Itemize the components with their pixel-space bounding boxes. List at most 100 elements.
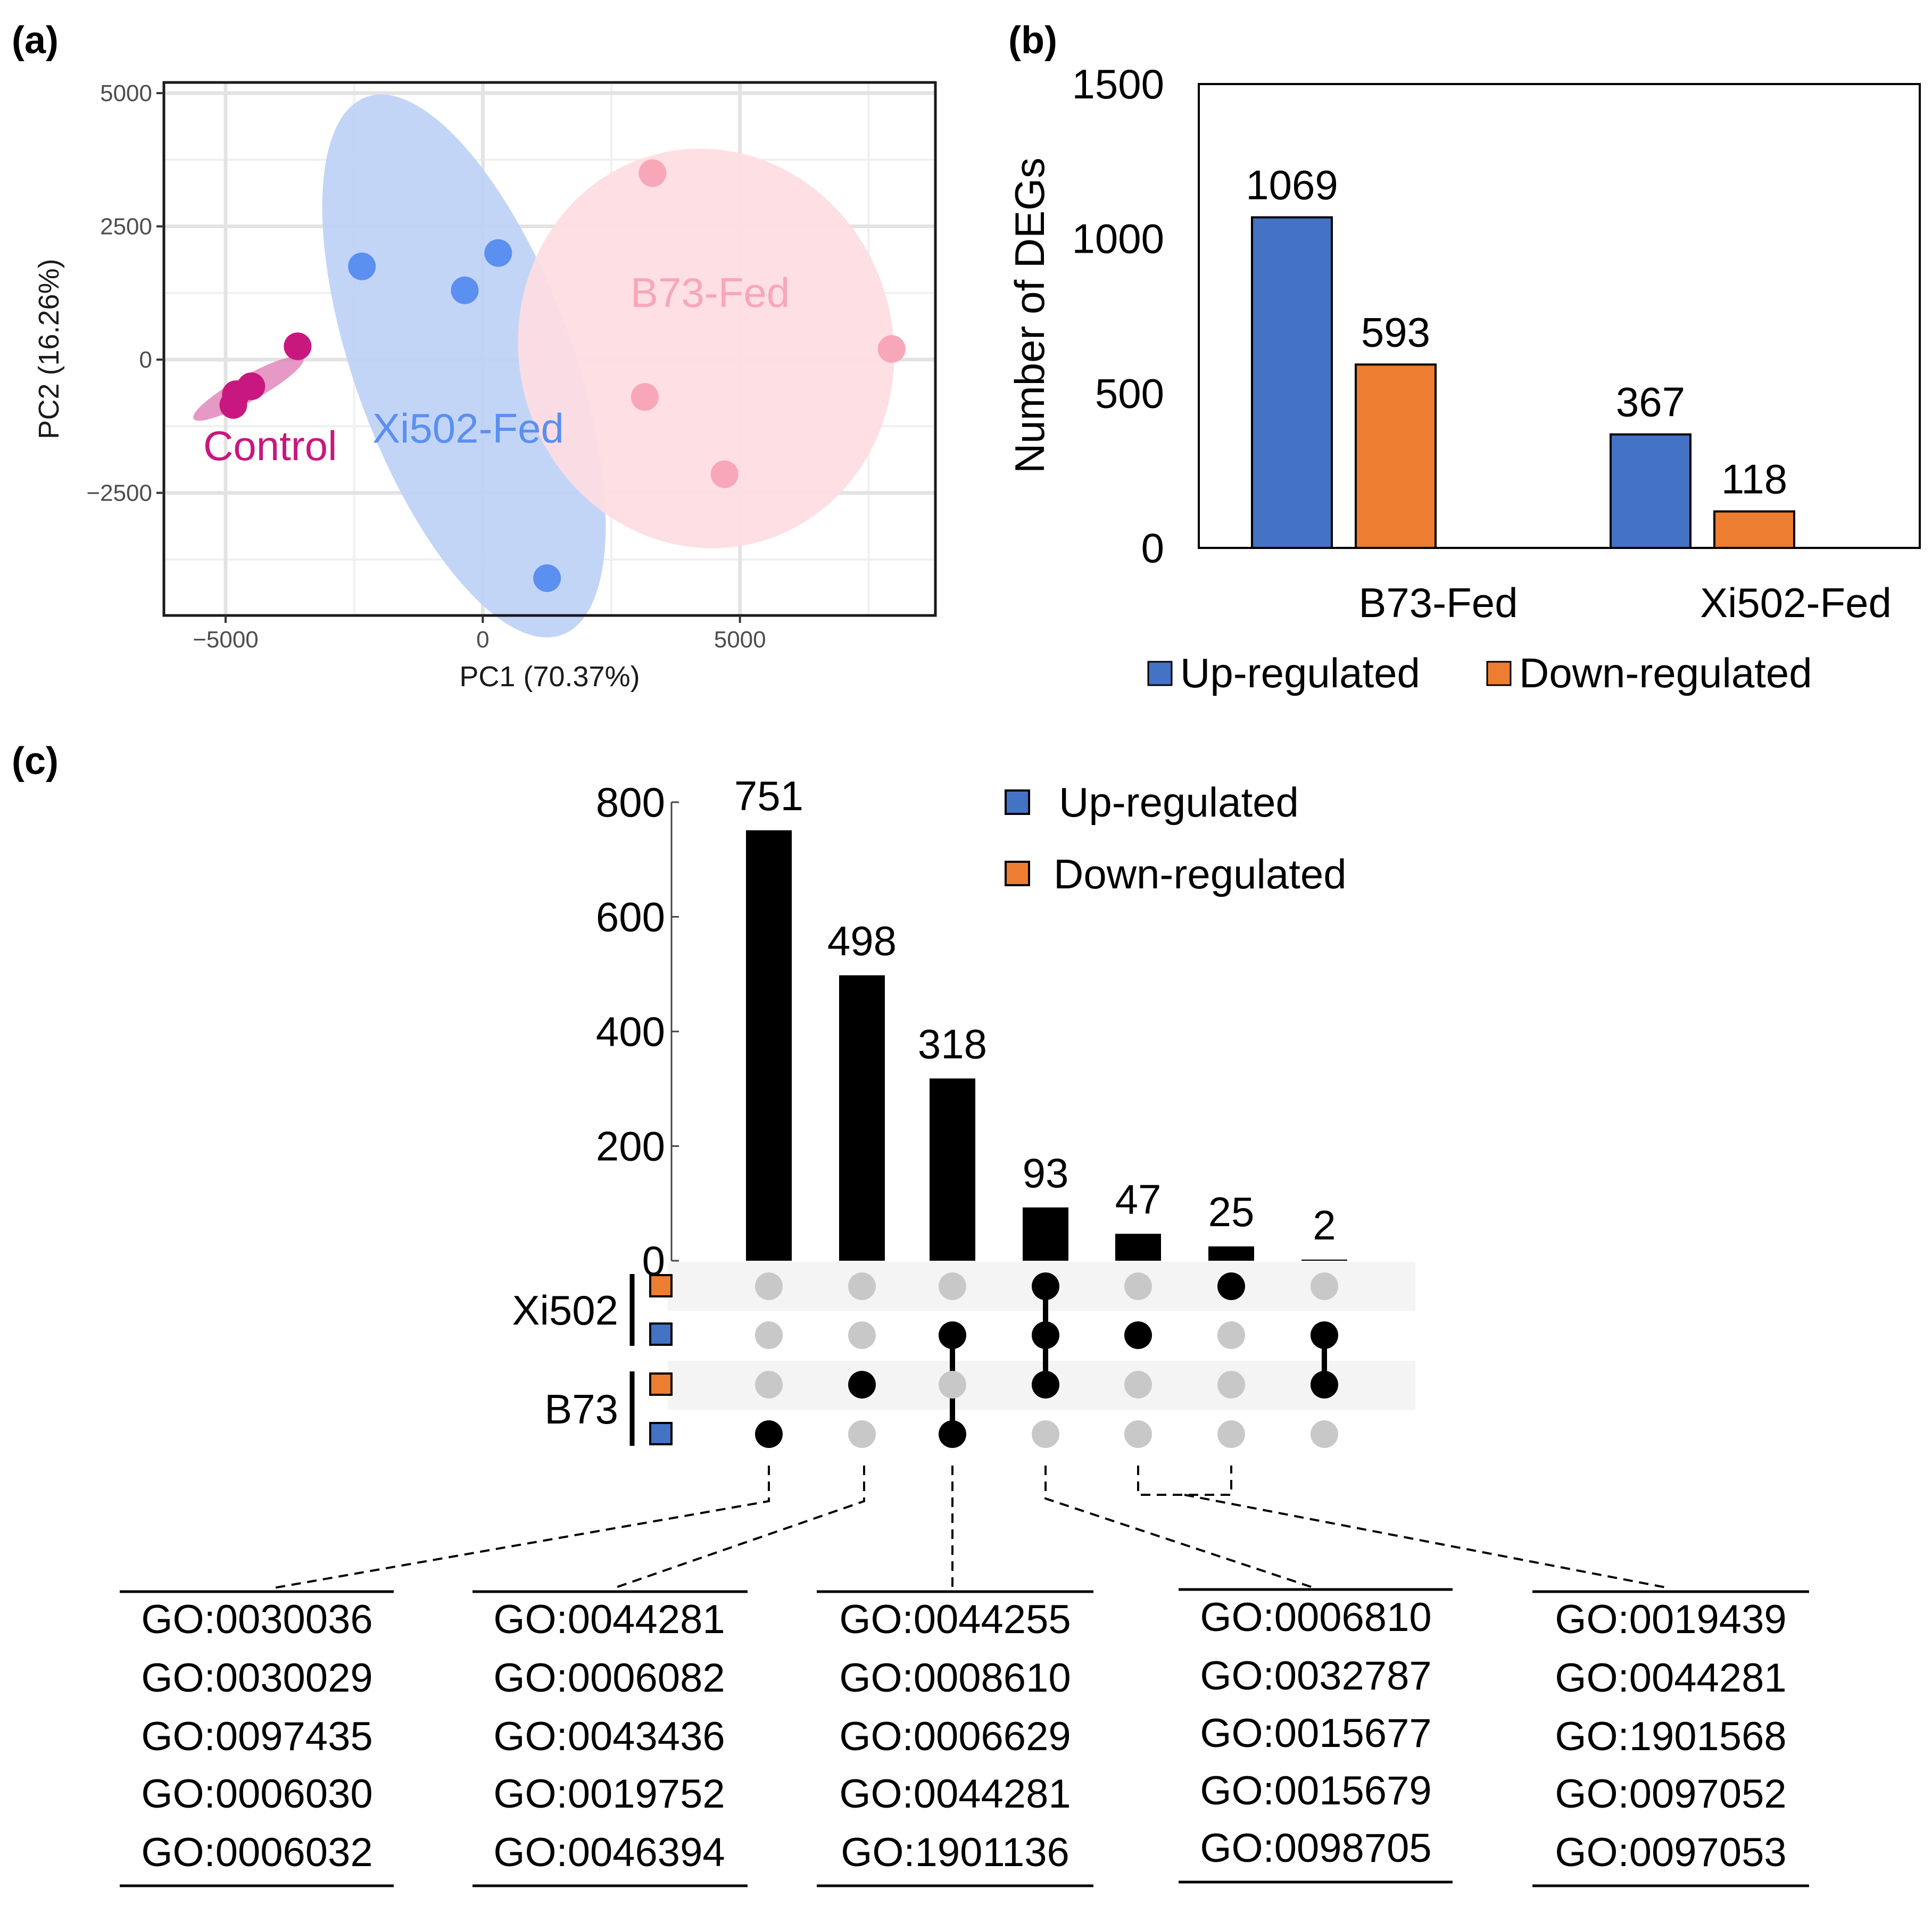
xi502-fed-point: [484, 239, 512, 267]
upset-bar-value-label: 93: [1023, 1150, 1069, 1196]
go-term: GO:0044281: [839, 1771, 1071, 1817]
go-term: GO:1901136: [841, 1830, 1069, 1875]
upset-matrix-dot-inactive: [1124, 1420, 1152, 1448]
panel-a-label: (a): [12, 19, 59, 62]
panel-c-label: (c): [12, 740, 59, 783]
xi502-ellipse: [322, 94, 606, 638]
upset-matrix-dot-inactive: [1217, 1321, 1245, 1349]
go-connector-1: [273, 1466, 770, 1589]
go-connector-5a: [1137, 1466, 1232, 1496]
set-swatch-xi502-down: [649, 1274, 673, 1297]
go-connector-4: [1044, 1466, 1315, 1589]
upset-y-tick-label: 200: [596, 1123, 665, 1170]
go-term: GO:0043436: [493, 1714, 725, 1759]
upset-matrix-dot-active: [1311, 1321, 1338, 1349]
deg-bar-b73-fed-down: [1355, 363, 1437, 549]
go-term: GO:0097053: [1555, 1830, 1786, 1875]
go-term: GO:0006810: [1200, 1595, 1431, 1640]
upset-bar: [1023, 1207, 1068, 1261]
upset-matrix-dot-inactive: [1217, 1371, 1245, 1399]
upset-matrix-dot-inactive: [1311, 1420, 1338, 1448]
go-term: GO:0097435: [141, 1714, 372, 1759]
b73-fed-point: [639, 159, 667, 187]
pca-x-tick-label: −5000: [193, 627, 259, 653]
go-term: GO:0097052: [1555, 1771, 1786, 1817]
deg-bars: 1069 367 593 118: [1246, 162, 1795, 550]
b73-ellipse: [518, 148, 894, 548]
upset-matrix-dot-inactive: [1124, 1371, 1152, 1399]
upset-set-labels: Xi502 B73: [512, 1274, 673, 1446]
deg-category-xi502: Xi502-Fed: [1700, 579, 1892, 626]
upset-bar-value-label: 318: [918, 1020, 987, 1067]
upset-matrix-dot-inactive: [848, 1321, 876, 1349]
pca-scatter-plot: −5000 0 5000 5000 2500 0 −2500 Control Xi502-F…: [33, 80, 937, 693]
upset-matrix-dot-inactive: [1124, 1272, 1152, 1300]
go-term: GO:0044255: [839, 1597, 1071, 1642]
upset-matrix-dot-inactive: [848, 1420, 876, 1448]
deg-bar-xi502-fed-up: [1610, 433, 1691, 550]
deg-bar-value-label: 367: [1616, 379, 1685, 426]
upset-matrix-dot-inactive: [939, 1272, 966, 1300]
upset-bar-value-label: 2: [1313, 1202, 1336, 1249]
go-term: GO:0006032: [141, 1830, 372, 1875]
go-term: GO:0046394: [493, 1830, 725, 1875]
control-point: [222, 380, 250, 409]
upset-legend-up-label: Up-regulated: [1059, 779, 1299, 826]
go-term-table-4: GO:0006810 GO:0032787 GO:0015677 GO:0015679…: [1179, 1588, 1453, 1884]
go-connector-5b: [1184, 1494, 1669, 1589]
deg-y-tick-label: 0: [1141, 525, 1164, 571]
pca-panel-border: [162, 81, 937, 617]
b73-fed-point: [877, 335, 906, 363]
upset-matrix: [755, 1272, 1338, 1448]
upset-bar: [1208, 1246, 1254, 1261]
upset-bar: [930, 1078, 975, 1261]
pca-y-tick-label: −2500: [86, 480, 152, 506]
upset-legend-down-swatch: [1005, 861, 1030, 886]
upset-legend: Up-regulated Down-regulated: [1005, 779, 1347, 897]
go-term: GO:0008610: [839, 1655, 1071, 1701]
legend-down-swatch: [1486, 661, 1512, 686]
upset-matrix-dot-active: [848, 1371, 876, 1399]
go-connector-lines: [273, 1466, 1669, 1589]
upset-matrix-dot-active: [939, 1321, 966, 1349]
xi502-fed-point: [533, 564, 561, 592]
upset-y-tick-label: 800: [596, 779, 665, 826]
go-term: GO:0030029: [141, 1655, 372, 1701]
deg-bar-b73-fed-up: [1251, 216, 1333, 549]
deg-category-b73: B73-Fed: [1358, 579, 1518, 626]
upset-bar: [839, 975, 885, 1261]
go-term: GO:0044281: [493, 1597, 725, 1642]
deg-y-tick-label: 500: [1095, 370, 1164, 417]
upset-matrix-dot-inactive: [1217, 1420, 1245, 1448]
upset-matrix-dot-active: [1032, 1371, 1059, 1399]
upset-bar-value-label: 47: [1115, 1176, 1162, 1222]
upset-matrix-dot-inactive: [939, 1371, 966, 1399]
legend-up-swatch: [1147, 661, 1173, 686]
deg-y-tick-label: 1000: [1072, 215, 1164, 262]
deg-y-tick-label: 1500: [1072, 61, 1164, 107]
go-term: GO:0006629: [839, 1714, 1071, 1759]
go-term-table-2: GO:0044281 GO:0006082 GO:0043436 GO:0019752…: [472, 1590, 748, 1887]
upset-legend-down-label: Down-regulated: [1054, 851, 1347, 897]
upset-legend-up-swatch: [1005, 789, 1030, 815]
upset-matrix-dot-active: [1032, 1272, 1059, 1300]
xi502-fed-point: [451, 276, 479, 304]
go-term-table-5: GO:0019439 GO:0044281 GO:1901568 GO:0097052…: [1532, 1590, 1809, 1887]
deg-bar-value-label: 593: [1361, 309, 1430, 355]
upset-matrix-dot-active: [1124, 1321, 1152, 1349]
upset-matrix-dot-active: [1032, 1321, 1059, 1349]
upset-bar-value-label: 498: [827, 917, 897, 964]
upset-matrix-dot-active: [755, 1420, 783, 1448]
pca-x-axis-title: PC1 (70.37%): [459, 661, 640, 693]
set-swatch-b73-up: [649, 1422, 673, 1445]
legend-down-label: Down-regulated: [1519, 650, 1812, 696]
xi502-fed-point: [348, 252, 376, 280]
deg-bar-value-label: 118: [1721, 455, 1787, 502]
b73-fed-point: [631, 383, 659, 411]
set-group-label-xi502: Xi502: [512, 1287, 619, 1334]
go-term: GO:0044281: [1555, 1655, 1786, 1701]
upset-y-tick-label: 400: [596, 1008, 665, 1055]
upset-matrix-dot-inactive: [848, 1272, 876, 1300]
